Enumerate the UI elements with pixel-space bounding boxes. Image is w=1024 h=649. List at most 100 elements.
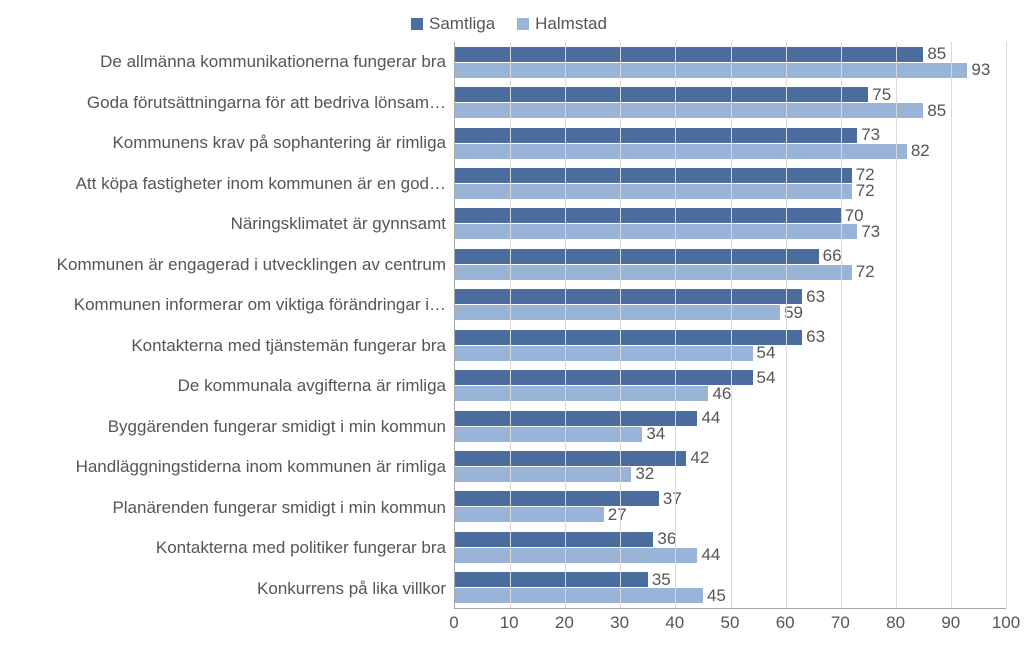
bar-value-label: 93 <box>967 60 990 80</box>
bar-value-label: 54 <box>753 368 776 388</box>
bar-samtliga: 35 <box>455 572 648 587</box>
x-axis-ticks: 0102030405060708090100 <box>454 609 1006 637</box>
bar-value-label: 63 <box>802 287 825 307</box>
legend: Samtliga Halmstad <box>12 8 1006 42</box>
legend-item-halmstad: Halmstad <box>517 14 607 34</box>
bar-fill <box>455 386 708 401</box>
category-label: Att köpa fastigheter inom kommunen är en… <box>12 164 454 205</box>
x-tick-label: 40 <box>665 613 684 633</box>
gridline <box>620 42 621 608</box>
bar-value-label: 63 <box>802 327 825 347</box>
category-label: Kontakterna med tjänstemän fungerar bra <box>12 326 454 367</box>
bar-fill <box>455 330 802 345</box>
bar-halmstad: 27 <box>455 507 604 522</box>
bar-value-label: 37 <box>659 489 682 509</box>
bar-fill <box>455 208 841 223</box>
bar-fill <box>455 572 648 587</box>
bar-halmstad: 93 <box>455 63 967 78</box>
x-axis-spacer <box>12 609 454 637</box>
bar-fill <box>455 87 868 102</box>
gridline <box>951 42 952 608</box>
bar-value-label: 32 <box>631 464 654 484</box>
bar-fill <box>455 224 857 239</box>
bar-fill <box>455 532 653 547</box>
x-tick-label: 70 <box>831 613 850 633</box>
x-tick-label: 80 <box>886 613 905 633</box>
bar-fill <box>455 427 642 442</box>
bar-halmstad: 72 <box>455 265 852 280</box>
bar-fill <box>455 265 852 280</box>
bar-fill <box>455 144 907 159</box>
bar-value-label: 27 <box>604 505 627 525</box>
bar-fill <box>455 289 802 304</box>
bar-fill <box>455 491 659 506</box>
category-label: Kommunen informerar om viktiga förändrin… <box>12 285 454 326</box>
x-axis: 0102030405060708090100 <box>12 609 1006 637</box>
bar-fill <box>455 507 604 522</box>
x-tick-label: 90 <box>941 613 960 633</box>
x-tick-label: 20 <box>555 613 574 633</box>
bar-value-label: 54 <box>753 343 776 363</box>
category-label: De allmänna kommunikationerna fungerar b… <box>12 42 454 83</box>
x-tick-label: 30 <box>610 613 629 633</box>
legend-item-samtliga: Samtliga <box>411 14 495 34</box>
x-tick-label: 0 <box>449 613 458 633</box>
bar-value-label: 82 <box>907 141 930 161</box>
gridline <box>896 42 897 608</box>
y-axis-labels: De allmänna kommunikationerna fungerar b… <box>12 42 454 609</box>
bar-value-label: 59 <box>780 303 803 323</box>
bar-value-label: 66 <box>819 246 842 266</box>
chart-body: De allmänna kommunikationerna fungerar b… <box>12 42 1006 609</box>
bar-fill <box>455 47 923 62</box>
bar-samtliga: 37 <box>455 491 659 506</box>
plot-area: 8593758573827272707366726359635454464434… <box>454 42 1006 609</box>
category-label: De kommunala avgifterna är rimliga <box>12 366 454 407</box>
bar-halmstad: 85 <box>455 103 923 118</box>
bar-samtliga: 63 <box>455 289 802 304</box>
category-label: Handläggningstiderna inom kommunen är ri… <box>12 447 454 488</box>
gridline <box>675 42 676 608</box>
bar-value-label: 36 <box>653 529 676 549</box>
bar-value-label: 85 <box>923 44 946 64</box>
category-label: Kommunen är engagerad i utvecklingen av … <box>12 245 454 286</box>
bar-halmstad: 45 <box>455 588 703 603</box>
legend-label-halmstad: Halmstad <box>535 14 607 34</box>
x-tick-label: 100 <box>992 613 1020 633</box>
bar-value-label: 85 <box>923 101 946 121</box>
bar-value-label: 42 <box>686 448 709 468</box>
bar-samtliga: 36 <box>455 532 653 547</box>
bar-halmstad: 44 <box>455 548 697 563</box>
gridline <box>510 42 511 608</box>
chart-container: Samtliga Halmstad De allmänna kommunikat… <box>0 0 1024 649</box>
bar-halmstad: 73 <box>455 224 857 239</box>
bar-value-label: 44 <box>697 545 720 565</box>
bar-samtliga: 70 <box>455 208 841 223</box>
bar-fill <box>455 63 967 78</box>
category-label: Näringsklimatet är gynnsamt <box>12 204 454 245</box>
x-tick-label: 60 <box>776 613 795 633</box>
bar-value-label: 72 <box>852 262 875 282</box>
category-label: Planärenden fungerar smidigt i min kommu… <box>12 488 454 529</box>
bar-samtliga: 75 <box>455 87 868 102</box>
bar-halmstad: 82 <box>455 144 907 159</box>
bar-halmstad: 46 <box>455 386 708 401</box>
category-label: Kontakterna med politiker fungerar bra <box>12 528 454 569</box>
bar-fill <box>455 588 703 603</box>
category-label: Byggärenden fungerar smidigt i min kommu… <box>12 407 454 448</box>
bar-samtliga: 73 <box>455 128 857 143</box>
bar-fill <box>455 128 857 143</box>
category-label: Konkurrens på lika villkor <box>12 569 454 610</box>
bar-value-label: 46 <box>708 384 731 404</box>
category-label: Goda förutsättningarna för att bedriva l… <box>12 83 454 124</box>
gridline <box>1006 42 1007 608</box>
gridline <box>565 42 566 608</box>
gridline <box>841 42 842 608</box>
bar-fill <box>455 467 631 482</box>
category-label: Kommunens krav på sophantering är rimlig… <box>12 123 454 164</box>
bar-samtliga: 72 <box>455 168 852 183</box>
bar-samtliga: 63 <box>455 330 802 345</box>
bar-value-label: 73 <box>857 125 880 145</box>
bar-halmstad: 72 <box>455 184 852 199</box>
bar-value-label: 45 <box>703 586 726 606</box>
bar-value-label: 72 <box>852 181 875 201</box>
